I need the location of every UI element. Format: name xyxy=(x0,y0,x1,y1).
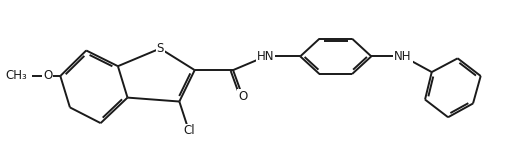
Text: O: O xyxy=(238,90,247,103)
Text: CH₃: CH₃ xyxy=(5,69,27,83)
Text: NH: NH xyxy=(394,50,411,63)
Text: Cl: Cl xyxy=(183,124,195,137)
Text: O: O xyxy=(43,69,52,83)
Text: HN: HN xyxy=(257,50,274,63)
Text: S: S xyxy=(156,42,164,55)
